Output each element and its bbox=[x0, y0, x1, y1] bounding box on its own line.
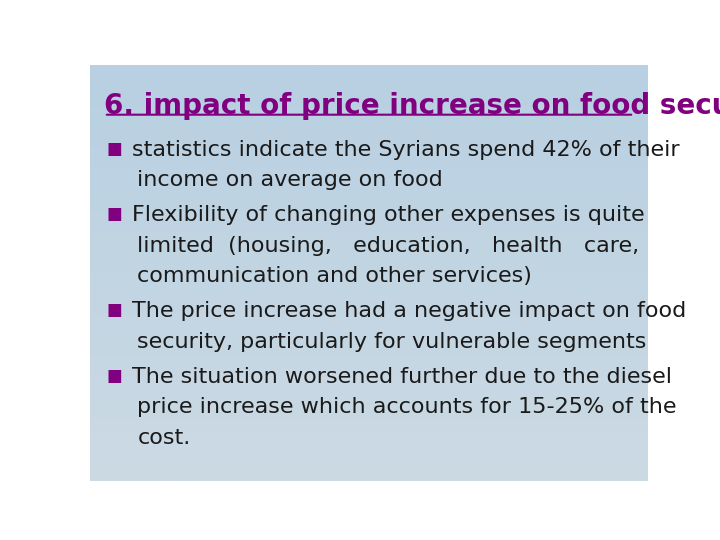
Text: ■: ■ bbox=[107, 140, 122, 158]
Text: The situation worsened further due to the diesel: The situation worsened further due to th… bbox=[132, 367, 672, 387]
Text: communication and other services): communication and other services) bbox=[138, 266, 532, 286]
Text: security, particularly for vulnerable segments: security, particularly for vulnerable se… bbox=[138, 332, 647, 352]
Text: statistics indicate the Syrians spend 42% of their: statistics indicate the Syrians spend 42… bbox=[132, 140, 680, 160]
Text: 6. impact of price increase on food security: 6. impact of price increase on food secu… bbox=[104, 92, 720, 120]
Text: cost.: cost. bbox=[138, 428, 191, 448]
Text: Flexibility of changing other expenses is quite: Flexibility of changing other expenses i… bbox=[132, 205, 644, 225]
Text: income on average on food: income on average on food bbox=[138, 170, 444, 190]
Text: price increase which accounts for 15-25% of the: price increase which accounts for 15-25%… bbox=[138, 397, 677, 417]
Text: ■: ■ bbox=[107, 301, 122, 319]
Text: limited  (housing,   education,   health   care,: limited (housing, education, health care… bbox=[138, 235, 639, 256]
Text: ■: ■ bbox=[107, 367, 122, 385]
Text: ■: ■ bbox=[107, 205, 122, 224]
Text: The price increase had a negative impact on food: The price increase had a negative impact… bbox=[132, 301, 686, 321]
